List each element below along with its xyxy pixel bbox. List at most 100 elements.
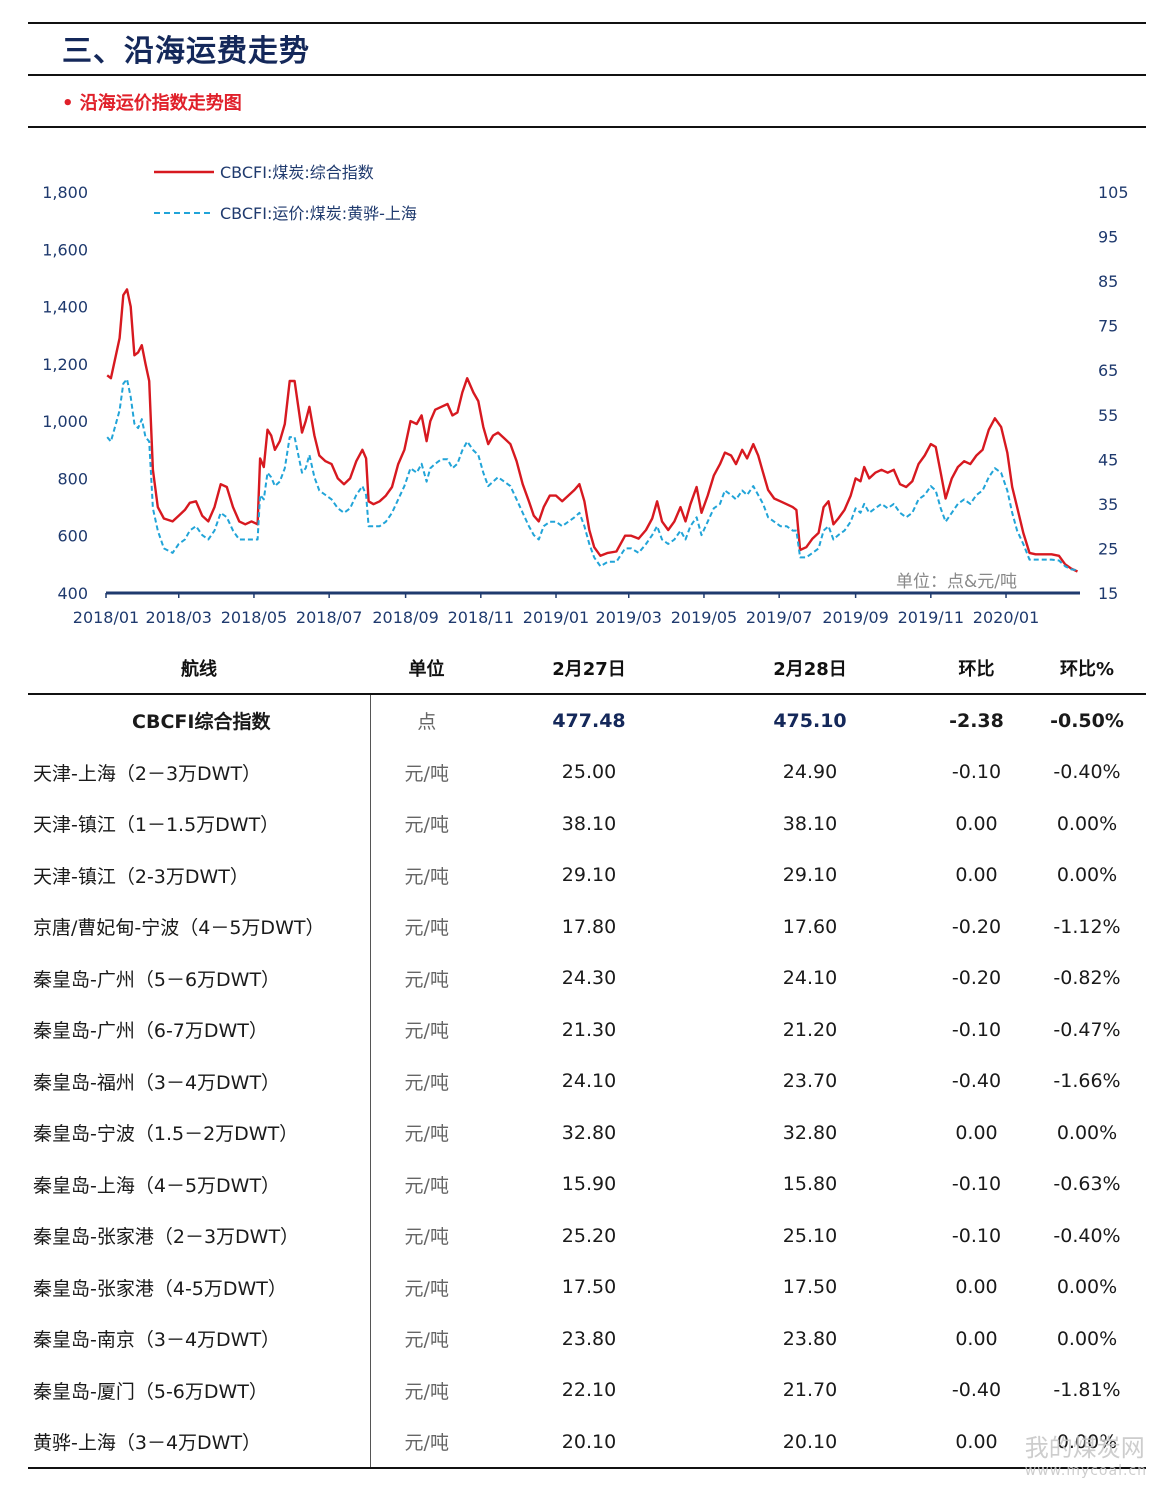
- row-change: -0.10: [951, 1018, 1002, 1041]
- top-rule: [28, 22, 1146, 24]
- x-tick-label: 2019/07: [746, 608, 812, 627]
- row-curr: 24.10: [782, 967, 838, 990]
- chart-subtitle: • 沿海运价指数走势图: [62, 93, 242, 114]
- legend-label-composite: CBCFI:煤炭:综合指数: [220, 163, 374, 182]
- row-change: 0.00: [955, 812, 998, 835]
- x-tick-label: 2019/11: [898, 608, 964, 627]
- row-unit: 元/吨: [369, 1158, 483, 1210]
- row-prev: 24.30: [561, 967, 617, 990]
- row-unit: 元/吨: [369, 1261, 483, 1313]
- row-unit: 元/吨: [369, 952, 483, 1004]
- row-change: -0.40: [951, 1379, 1002, 1402]
- section-title: 三、沿海运费走势: [62, 34, 310, 69]
- row-prev: 17.50: [561, 1276, 617, 1299]
- row-change: -0.40: [951, 1070, 1002, 1093]
- y-left-tick-label: 1,000: [42, 412, 88, 431]
- row-curr: 29.10: [782, 864, 838, 887]
- header-change: 环比: [925, 643, 1028, 695]
- series-line-huanghua-shanghai: [106, 378, 1078, 572]
- row-change: -0.20: [951, 915, 1002, 938]
- row-curr: 32.80: [782, 1121, 838, 1144]
- row-unit: 元/吨: [369, 1055, 483, 1107]
- row-unit: 元/吨: [369, 1364, 483, 1416]
- row-prev: 24.10: [561, 1070, 617, 1093]
- row-prev: 17.80: [561, 915, 617, 938]
- x-axis: 2018/01 2018/03 2018/05 2018/07 2018/09 2018/…: [73, 591, 1080, 627]
- y-right-tick-label: 25: [1098, 539, 1118, 558]
- row-change-pct: 0.00%: [1056, 1121, 1118, 1144]
- row-route: 秦皇岛-厦门（5-6万DWT）: [33, 1380, 268, 1403]
- summary-change-pct: -0.50%: [1050, 709, 1124, 732]
- x-tick-label: 2018/03: [146, 608, 212, 627]
- row-curr: 23.80: [782, 1327, 838, 1350]
- watermark-url: www.mycoal.cn: [1024, 1463, 1147, 1479]
- freight-index-chart: CBCFI:煤炭:综合指数 CBCFI:运价:煤炭:黄骅-上海 400 600 80…: [42, 163, 1128, 627]
- row-curr: 17.60: [782, 915, 838, 938]
- y-left-tick-label: 600: [57, 527, 88, 546]
- x-tick-label: 2018/11: [448, 608, 514, 627]
- x-tick-label: 2019/01: [523, 608, 589, 627]
- table-row: 秦皇岛-福州（3－4万DWT） 元/吨 24.10 23.70 -0.40 -1.66%: [28, 1055, 1146, 1107]
- table-row: 秦皇岛-张家港（2－3万DWT） 元/吨 25.20 25.10 -0.10 -0.40%: [28, 1210, 1146, 1262]
- summary-unit: 点: [369, 694, 483, 747]
- y-right-tick-label: 95: [1098, 228, 1118, 247]
- x-tick-label: 2018/01: [73, 608, 139, 627]
- row-route: 秦皇岛-宁波（1.5－2万DWT）: [33, 1123, 299, 1146]
- x-tick-label: 2020/01: [973, 608, 1039, 627]
- row-curr: 15.80: [782, 1173, 838, 1196]
- y-right-tick-label: 35: [1098, 495, 1118, 514]
- row-route: 京唐/曹妃甸-宁波（4－5万DWT）: [33, 917, 325, 940]
- row-change-pct: -1.12%: [1053, 915, 1121, 938]
- row-unit: 元/吨: [369, 849, 483, 901]
- row-curr: 38.10: [782, 812, 838, 835]
- summary-route: CBCFI综合指数: [132, 711, 271, 734]
- row-route: 黄骅-上海（3－4万DWT）: [33, 1432, 262, 1455]
- row-change: 0.00: [955, 1276, 998, 1299]
- y-left-tick-label: 800: [57, 469, 88, 488]
- chart-legend: CBCFI:煤炭:综合指数 CBCFI:运价:煤炭:黄骅-上海: [154, 163, 417, 223]
- title-rule: [28, 74, 1146, 76]
- x-tick-label: 2018/07: [296, 608, 362, 627]
- row-route: 天津-上海（2－3万DWT）: [33, 762, 262, 785]
- row-curr: 17.50: [782, 1276, 838, 1299]
- row-change-pct: 0.00%: [1056, 1276, 1118, 1299]
- row-curr: 20.10: [782, 1430, 838, 1453]
- row-change: -0.20: [951, 967, 1002, 990]
- row-route: 秦皇岛-张家港（2－3万DWT）: [33, 1226, 300, 1249]
- header-feb27: 2月27日: [483, 643, 695, 695]
- watermark-text: 我的煤炭网: [1024, 1434, 1145, 1462]
- y-right-tick-label: 55: [1098, 406, 1118, 425]
- freight-rate-table: 航线 单位 2月27日 2月28日 环比 环比% CBCFI综合指数 点 477…: [28, 643, 1146, 1468]
- row-change: -0.10: [951, 761, 1002, 784]
- series-line-composite-index: [106, 288, 1079, 573]
- row-route: 天津-镇江（2-3万DWT）: [33, 865, 249, 888]
- y-right-tick-label: 65: [1098, 361, 1118, 380]
- y-right-tick-label: 85: [1098, 272, 1118, 291]
- row-unit: 元/吨: [369, 746, 483, 798]
- y-left-tick-label: 1,200: [42, 355, 88, 374]
- row-route: 秦皇岛-张家港（4-5万DWT）: [33, 1277, 287, 1300]
- table-bottom-rule: [28, 1467, 1146, 1469]
- row-change-pct: 0.00%: [1056, 1430, 1118, 1453]
- watermark: 我的煤炭网 www.mycoal.cn: [1025, 1428, 1147, 1479]
- row-change-pct: -0.40%: [1053, 1224, 1121, 1247]
- row-prev: 15.90: [561, 1173, 617, 1196]
- row-route: 秦皇岛-广州（6-7万DWT）: [33, 1020, 268, 1043]
- row-change-pct: 0.00%: [1056, 864, 1118, 887]
- row-prev: 22.10: [561, 1379, 617, 1402]
- x-tick-label: 2019/05: [671, 608, 737, 627]
- row-prev: 21.30: [561, 1018, 617, 1041]
- y-right-tick-label: 15: [1098, 584, 1118, 603]
- x-tick-label: 2018/09: [372, 608, 438, 627]
- row-prev: 29.10: [561, 864, 617, 887]
- summary-change: -2.38: [949, 709, 1004, 732]
- row-curr: 23.70: [782, 1070, 838, 1093]
- row-change: 0.00: [955, 1121, 998, 1144]
- table-row: 秦皇岛-上海（4－5万DWT） 元/吨 15.90 15.80 -0.10 -0.63%: [28, 1158, 1146, 1210]
- unit-note: 单位：点&元/吨: [896, 572, 1017, 592]
- y-left-tick-label: 1,400: [42, 298, 88, 317]
- summary-prev: 477.48: [552, 709, 626, 732]
- subtitle-rule: [28, 126, 1146, 128]
- table-row: 黄骅-上海（3－4万DWT） 元/吨 20.10 20.10 0.00 0.00%: [28, 1416, 1146, 1468]
- row-change-pct: -0.63%: [1053, 1173, 1121, 1196]
